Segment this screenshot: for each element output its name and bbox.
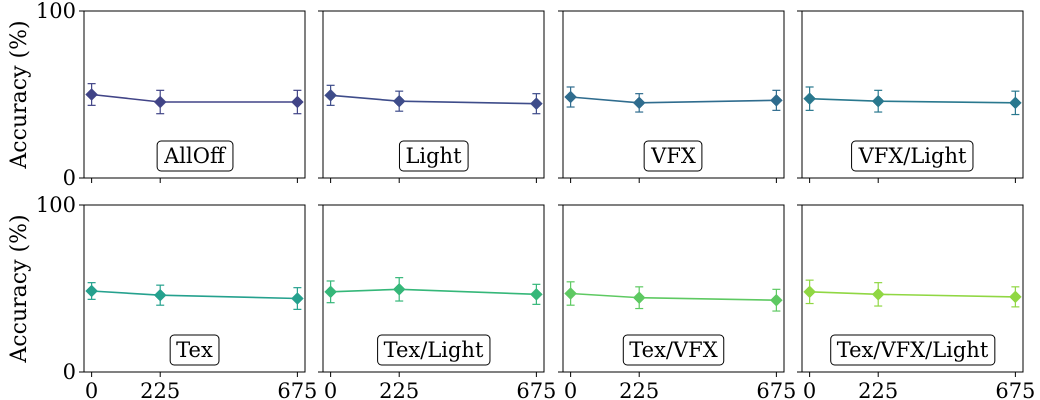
data-point <box>633 97 645 109</box>
data-point <box>393 95 405 107</box>
data-point <box>804 93 816 105</box>
x-tick-label: 0 <box>803 379 816 400</box>
data-point <box>770 94 782 106</box>
data-point <box>154 96 166 108</box>
panel-tex: 0 225 675 0 100 Tex <box>36 193 318 400</box>
panel-label: Tex/Light <box>384 338 484 362</box>
series-line <box>571 97 777 103</box>
panel-label: Tex/VFX/Light <box>837 338 989 362</box>
panel-label: VFX/Light <box>858 144 967 168</box>
panel-label: Light <box>405 144 462 168</box>
y-tick-label: 100 <box>36 193 76 217</box>
data-point <box>393 283 405 295</box>
data-point <box>154 289 166 301</box>
data-point <box>291 96 303 108</box>
data-point <box>565 91 577 103</box>
x-tick-label: 0 <box>324 379 337 400</box>
x-tick-label: 225 <box>140 379 180 400</box>
data-point <box>86 285 98 297</box>
x-tick-label: 0 <box>85 379 98 400</box>
series-line <box>331 95 537 103</box>
y-tick-label: 0 <box>63 360 76 384</box>
x-tick-label: 675 <box>516 379 556 400</box>
data-point <box>770 294 782 306</box>
x-tick-label: 675 <box>277 379 317 400</box>
data-point <box>530 98 542 110</box>
series-line <box>92 291 298 299</box>
x-tick-label: 675 <box>756 379 796 400</box>
panel-tex-light: 0 225 675 Tex/Light <box>318 205 556 400</box>
series-line <box>810 292 1016 297</box>
panel-label: Tex <box>176 338 213 362</box>
series-line <box>92 95 298 103</box>
panel-alloff: 0 100 AllOff <box>36 0 305 190</box>
panel-light: Light <box>318 11 544 183</box>
x-tick-label: 675 <box>995 379 1035 400</box>
y-axis-label: Accuracy (%) <box>7 20 32 169</box>
x-tick-label: 0 <box>564 379 577 400</box>
panel-vfx: VFX <box>558 11 784 183</box>
y-tick-label: 100 <box>36 0 76 23</box>
data-point <box>86 89 98 101</box>
y-tick-label: 0 <box>63 166 76 190</box>
data-point <box>291 293 303 305</box>
data-point <box>1009 291 1021 303</box>
panel-tex-vfx-light: 0 225 675 Tex/VFX/Light <box>797 205 1035 400</box>
series-line <box>331 289 537 294</box>
data-point <box>325 286 337 298</box>
panel-label: Tex/VFX <box>629 338 717 362</box>
data-point <box>530 288 542 300</box>
panel-vfx-light: VFX/Light <box>797 11 1023 183</box>
panel-tex-vfx: 0 225 675 Tex/VFX <box>558 205 796 400</box>
x-tick-label: 225 <box>858 379 898 400</box>
series-line <box>810 99 1016 103</box>
data-point <box>565 288 577 300</box>
data-point <box>1009 97 1021 109</box>
panel-label: VFX <box>650 144 696 168</box>
panel-label: AllOff <box>163 144 227 168</box>
data-point <box>325 89 337 101</box>
data-point <box>804 286 816 298</box>
data-point <box>633 292 645 304</box>
data-point <box>872 288 884 300</box>
data-point <box>872 95 884 107</box>
y-axis-label: Accuracy (%) <box>7 214 32 363</box>
series-line <box>571 294 777 301</box>
x-tick-label: 225 <box>619 379 659 400</box>
x-tick-label: 225 <box>379 379 419 400</box>
